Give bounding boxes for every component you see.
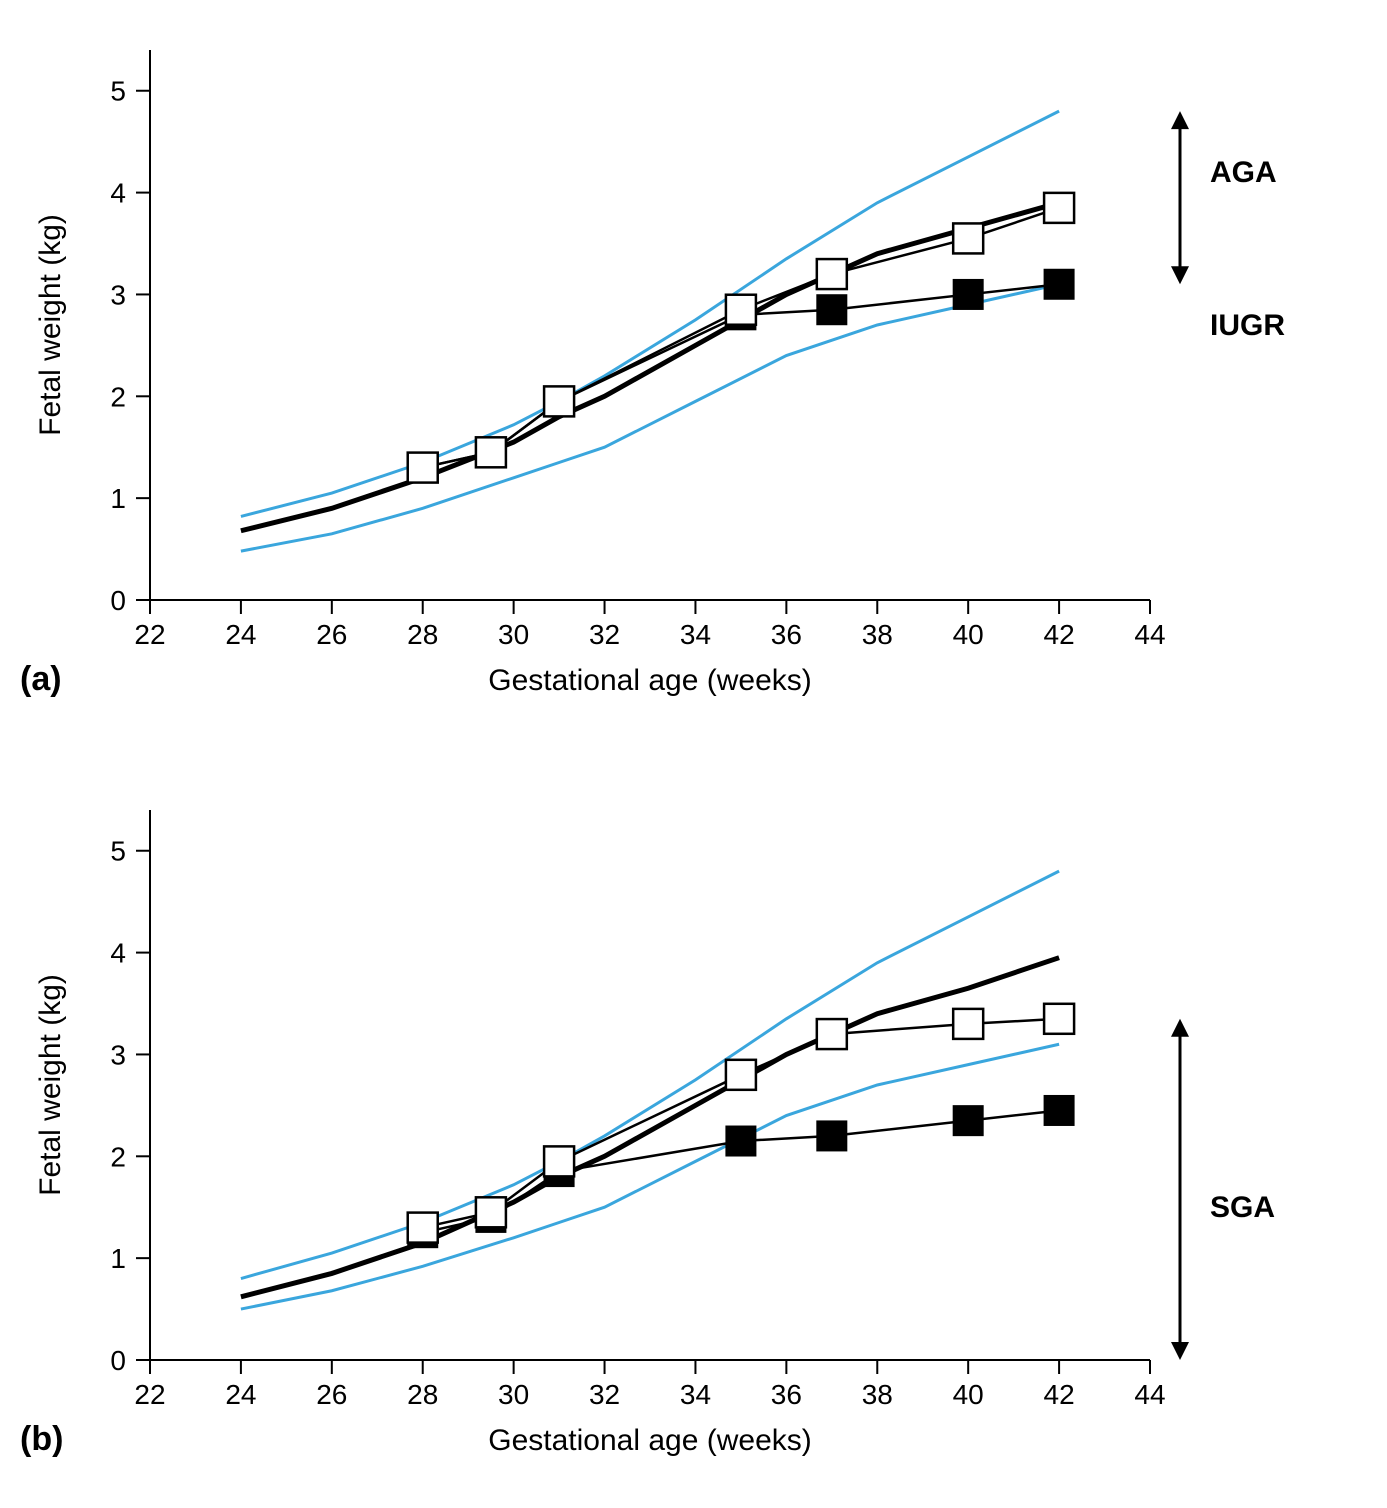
series-filled-marker bbox=[1044, 269, 1074, 299]
arrowhead-down-icon bbox=[1171, 266, 1189, 284]
series-open-marker bbox=[408, 453, 438, 483]
series-open-marker bbox=[476, 1197, 506, 1227]
x-tick-label: 32 bbox=[589, 1379, 620, 1410]
x-axis-label: Gestational age (weeks) bbox=[488, 664, 812, 697]
y-tick-label: 4 bbox=[110, 938, 126, 969]
series-open-marker bbox=[726, 295, 756, 325]
panel-a-svg: 012345Fetal weight (kg)22242628303234363… bbox=[0, 10, 1387, 730]
x-tick-label: 40 bbox=[953, 1379, 984, 1410]
page: 012345Fetal weight (kg)22242628303234363… bbox=[0, 0, 1387, 1508]
x-tick-label: 26 bbox=[316, 619, 347, 650]
series-filled-marker bbox=[953, 279, 983, 309]
x-tick-label: 30 bbox=[498, 619, 529, 650]
series-filled-marker bbox=[817, 295, 847, 325]
series-open-marker bbox=[544, 386, 574, 416]
y-tick-label: 0 bbox=[110, 585, 126, 616]
ref-upper-line bbox=[241, 871, 1059, 1278]
series-filled-marker bbox=[953, 1106, 983, 1136]
y-tick-label: 2 bbox=[110, 1141, 126, 1172]
y-tick-label: 1 bbox=[110, 1243, 126, 1274]
x-tick-label: 38 bbox=[862, 1379, 893, 1410]
y-axis-label: Fetal weight (kg) bbox=[34, 214, 67, 436]
x-tick-label: 44 bbox=[1134, 1379, 1165, 1410]
y-tick-label: 3 bbox=[110, 1039, 126, 1070]
axes bbox=[150, 810, 1150, 1360]
x-tick-label: 34 bbox=[680, 619, 711, 650]
y-tick-label: 1 bbox=[110, 483, 126, 514]
ref-lower-line bbox=[241, 284, 1059, 551]
series-filled-marker bbox=[817, 1121, 847, 1151]
arrowhead-up-icon bbox=[1171, 111, 1189, 129]
x-tick-label: 34 bbox=[680, 1379, 711, 1410]
series-open-marker bbox=[817, 259, 847, 289]
annotation-sga: SGA bbox=[1210, 1191, 1275, 1224]
y-tick-label: 0 bbox=[110, 1345, 126, 1376]
series-filled-marker bbox=[726, 1126, 756, 1156]
x-tick-label: 38 bbox=[862, 619, 893, 650]
arrowhead-down-icon bbox=[1171, 1342, 1189, 1360]
x-tick-label: 44 bbox=[1134, 619, 1165, 650]
series-filled-marker bbox=[1044, 1095, 1074, 1125]
x-axis-label: Gestational age (weeks) bbox=[488, 1424, 812, 1457]
series-open-marker bbox=[476, 437, 506, 467]
series-open-marker bbox=[544, 1146, 574, 1176]
series-open-marker bbox=[1044, 193, 1074, 223]
x-tick-label: 28 bbox=[407, 619, 438, 650]
series-open-marker bbox=[1044, 1004, 1074, 1034]
x-tick-label: 28 bbox=[407, 1379, 438, 1410]
y-tick-label: 5 bbox=[110, 76, 126, 107]
x-tick-label: 22 bbox=[134, 1379, 165, 1410]
median-line bbox=[241, 958, 1059, 1297]
x-tick-label: 32 bbox=[589, 619, 620, 650]
ref-lower-line bbox=[241, 1044, 1059, 1309]
x-tick-label: 24 bbox=[225, 1379, 256, 1410]
x-tick-label: 26 bbox=[316, 1379, 347, 1410]
x-tick-label: 40 bbox=[953, 619, 984, 650]
x-tick-label: 36 bbox=[771, 1379, 802, 1410]
series-open-marker bbox=[408, 1213, 438, 1243]
panel-b-svg: 012345Fetal weight (kg)22242628303234363… bbox=[0, 770, 1387, 1490]
series-open-marker bbox=[953, 223, 983, 253]
y-tick-label: 5 bbox=[110, 836, 126, 867]
panel-b: 012345Fetal weight (kg)22242628303234363… bbox=[0, 770, 1387, 1490]
x-tick-label: 30 bbox=[498, 1379, 529, 1410]
panel-label: (a) bbox=[20, 660, 62, 698]
x-tick-label: 42 bbox=[1044, 1379, 1075, 1410]
x-tick-label: 36 bbox=[771, 619, 802, 650]
annotation-iugr: IUGR bbox=[1210, 309, 1285, 342]
x-tick-label: 24 bbox=[225, 619, 256, 650]
panel-label: (b) bbox=[20, 1420, 63, 1458]
y-tick-label: 4 bbox=[110, 178, 126, 209]
x-tick-label: 42 bbox=[1044, 619, 1075, 650]
series-open-marker bbox=[726, 1060, 756, 1090]
series-open-marker bbox=[817, 1019, 847, 1049]
ref-upper-line bbox=[241, 111, 1059, 516]
y-axis-label: Fetal weight (kg) bbox=[34, 974, 67, 1196]
series-open-marker bbox=[953, 1009, 983, 1039]
x-tick-label: 22 bbox=[134, 619, 165, 650]
annotation-aga: AGA bbox=[1210, 156, 1277, 189]
y-tick-label: 3 bbox=[110, 279, 126, 310]
arrowhead-up-icon bbox=[1171, 1019, 1189, 1037]
panel-a: 012345Fetal weight (kg)22242628303234363… bbox=[0, 10, 1387, 730]
y-tick-label: 2 bbox=[110, 381, 126, 412]
